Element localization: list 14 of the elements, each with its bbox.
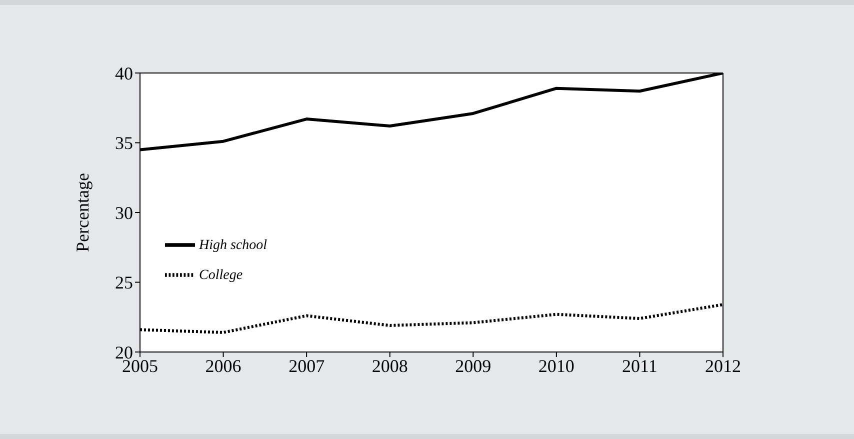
x-tick-label: 2009 [455, 356, 492, 376]
y-tick-label: 30 [115, 202, 133, 223]
y-tick-label: 25 [115, 272, 133, 293]
x-tick-label: 2011 [622, 356, 658, 376]
x-tick-label: 2010 [538, 356, 574, 376]
x-tick-label: 2012 [705, 356, 741, 376]
legend-label: College [199, 268, 243, 283]
x-tick-label: 2008 [372, 356, 408, 376]
x-tick-label: 2007 [288, 356, 325, 376]
y-tick-label: 40 [115, 63, 133, 84]
y-tick-label: 35 [115, 133, 133, 154]
y-axis-title: Percentage [72, 173, 92, 252]
x-tick-label: 2006 [205, 356, 242, 376]
legend-label: High school [199, 238, 268, 253]
